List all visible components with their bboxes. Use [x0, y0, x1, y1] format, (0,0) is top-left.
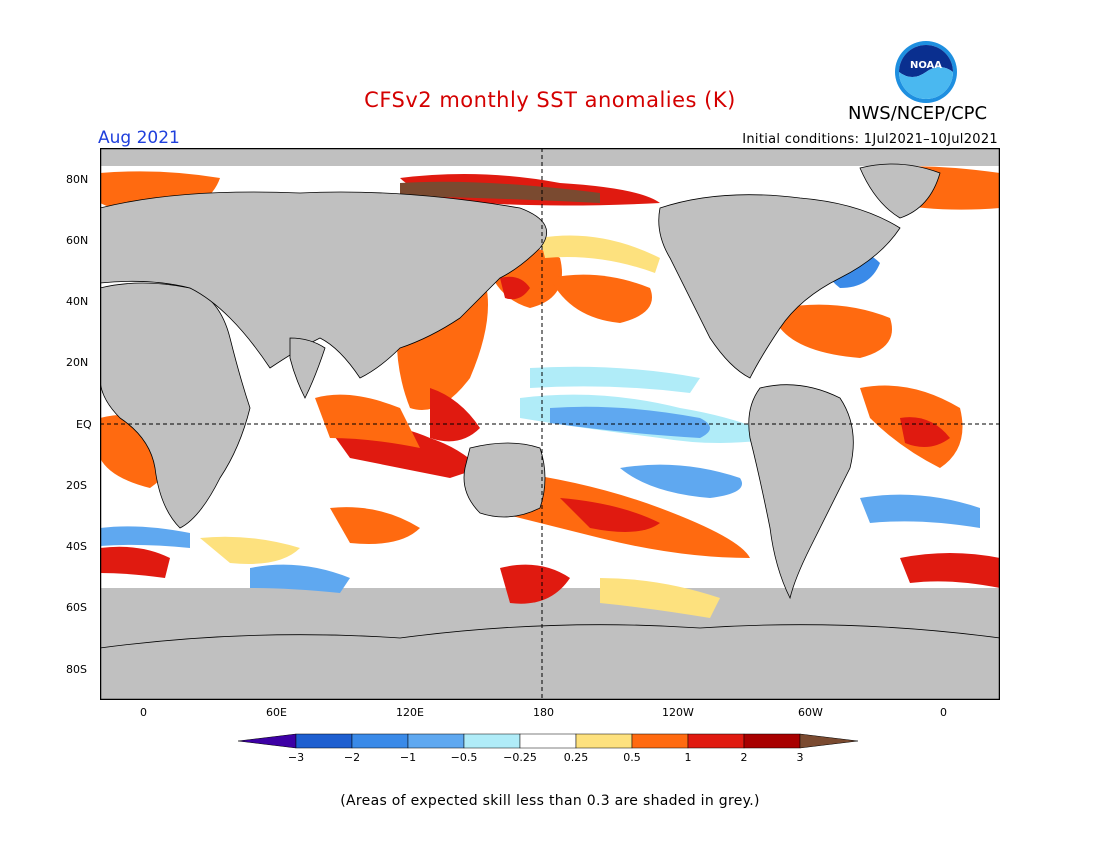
colorbar-label: 2: [741, 751, 748, 764]
colorbar-segment: [295, 733, 353, 749]
land-antarctica: [100, 624, 1000, 700]
colorbar-label: −3: [288, 751, 304, 764]
lat-label: 20N: [66, 356, 89, 369]
lat-label: EQ: [76, 418, 92, 431]
colorbar-segment: [743, 733, 801, 749]
colorbar-label: 0.5: [623, 751, 641, 764]
lat-label: 40N: [66, 295, 89, 308]
colorbar-segment: [575, 733, 633, 749]
colorbar-label: 3: [797, 751, 804, 764]
skill-caption: (Areas of expected skill less than 0.3 a…: [340, 793, 760, 809]
colorbar-segment: [463, 733, 521, 749]
land-greenland: [859, 163, 941, 219]
lat-label: 40S: [66, 540, 87, 553]
anomaly-regions: [100, 166, 1000, 618]
lon-label: 120E: [396, 706, 424, 719]
lon-label: 0: [940, 706, 947, 719]
colorbar-label: 1: [685, 751, 692, 764]
colorbar-segment: [687, 733, 745, 749]
land-south-america: [748, 384, 854, 600]
sst-anomaly-map: [100, 148, 1000, 700]
colorbar-label: −0.25: [503, 751, 537, 764]
lon-label: 120W: [662, 706, 694, 719]
land-masses: [100, 163, 1000, 700]
colorbar-high-arrow: [799, 733, 859, 749]
colorbar-label: −0.5: [451, 751, 478, 764]
initial-conditions: Initial conditions: 1Jul2021–10Jul2021: [742, 132, 998, 147]
colorbar-label: −1: [400, 751, 416, 764]
lon-label: 0: [140, 706, 147, 719]
colorbar-low-arrow: [238, 733, 297, 749]
colorbar-label: 0.25: [564, 751, 589, 764]
map-frame: [100, 148, 1000, 700]
colorbar-segment: [407, 733, 465, 749]
lon-label: 180: [533, 706, 554, 719]
land-australia: [463, 442, 546, 518]
colorbar-segment: [351, 733, 409, 749]
map-title: CFSv2 monthly SST anomalies (K): [364, 88, 736, 112]
lat-label: 20S: [66, 479, 87, 492]
lat-label: 60N: [66, 234, 89, 247]
land-india: [289, 337, 326, 399]
lat-label: 60S: [66, 601, 87, 614]
agency-label: NWS/NCEP/CPC: [848, 103, 988, 124]
colorbar-segment: [519, 733, 577, 749]
land-eurasia: [100, 191, 548, 379]
colorbar: −3 −2 −1 −0.5 −0.25 0.25 0.5 1 2 3: [238, 733, 859, 764]
lon-label: 60W: [798, 706, 823, 719]
lat-label: 80N: [66, 173, 89, 186]
lon-label: 60E: [266, 706, 287, 719]
forecast-month: Aug 2021: [98, 128, 180, 148]
noaa-logo: NOAA: [895, 41, 957, 103]
grey-skill-region: [100, 148, 1000, 166]
logo-text: NOAA: [910, 60, 942, 71]
land-north-america: [658, 194, 901, 379]
colorbar-label: −2: [344, 751, 360, 764]
lat-label: 80S: [66, 663, 87, 676]
colorbar-segment: [631, 733, 689, 749]
